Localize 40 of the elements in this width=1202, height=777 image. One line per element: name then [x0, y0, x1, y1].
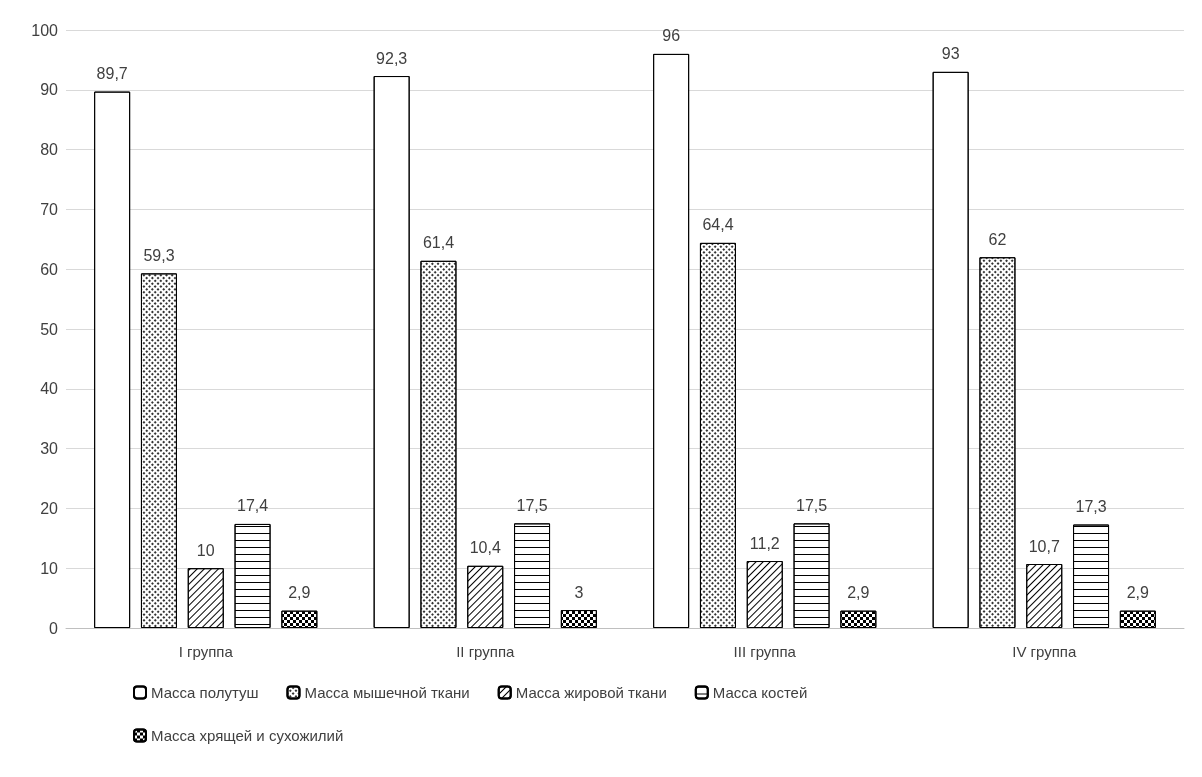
y-tick-label: 0: [49, 619, 59, 637]
y-tick-label: 80: [40, 141, 59, 159]
data-label: 11,2: [749, 534, 780, 552]
x-tick-label: III группа: [733, 643, 797, 660]
legend-label: Масса хрящей и сухожилий: [151, 727, 344, 744]
y-tick-label: 90: [40, 81, 59, 99]
data-label: 92,3: [376, 49, 408, 67]
legend-label: Масса полутуш: [151, 684, 259, 701]
data-label: 17,5: [795, 496, 828, 514]
data-label: 10,4: [469, 539, 501, 557]
y-tick-label: 70: [40, 200, 59, 218]
data-label: 2,9: [1126, 584, 1150, 602]
x-tick-label: II группа: [456, 643, 516, 660]
data-label: 17,4: [236, 497, 269, 515]
data-label: 17,3: [1075, 498, 1107, 516]
data-label: 62: [988, 230, 1007, 248]
data-label: 2,9: [288, 584, 311, 602]
data-label: 10: [196, 541, 215, 559]
data-label: 17,5: [516, 496, 548, 514]
y-tick-label: 10: [40, 559, 59, 577]
y-tick-label: 30: [40, 440, 59, 458]
data-label: 2,9: [847, 584, 870, 602]
x-tick-label: IV группа: [1012, 643, 1077, 660]
y-tick-label: 60: [40, 260, 59, 278]
legend-label: Масса костей: [712, 684, 808, 701]
data-label: 61,4: [422, 234, 455, 252]
y-tick-label: 100: [31, 21, 59, 39]
data-label: 93: [941, 45, 960, 63]
data-label: 89,7: [96, 65, 128, 83]
data-label: 96: [662, 27, 681, 45]
x-tick-label: I группа: [178, 643, 234, 660]
y-tick-label: 40: [40, 380, 59, 398]
data-label: 10,7: [1028, 537, 1060, 555]
legend-label: Масса мышечной ткани: [304, 684, 470, 701]
y-tick-label: 20: [40, 499, 59, 517]
legend-label: Масса жировой ткани: [515, 684, 667, 701]
data-label: 3: [574, 583, 584, 601]
data-label: 64,4: [702, 216, 734, 234]
data-label: 59,3: [143, 246, 175, 264]
y-tick-label: 50: [40, 320, 59, 338]
